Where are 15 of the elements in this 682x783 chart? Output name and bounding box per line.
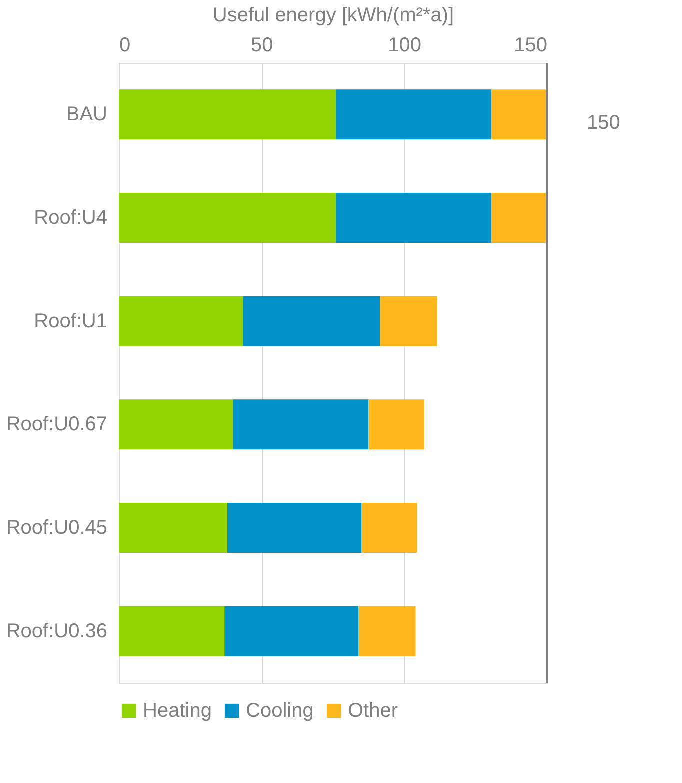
- legend-label: Heating: [143, 700, 212, 722]
- x-tick-label: 100: [388, 34, 422, 56]
- ref-line-label: 150: [587, 112, 620, 134]
- x-axis-title: Useful energy [kWh/(m²*a)]: [212, 4, 454, 26]
- x-tick-label: 50: [251, 34, 274, 56]
- y-tick-label: Roof:U4: [34, 207, 108, 229]
- y-tick-label: Roof:U0.36: [6, 620, 108, 642]
- y-tick-label: Roof:U1: [34, 310, 108, 332]
- legend-label: Other: [348, 700, 398, 722]
- y-tick-label: Roof:U0.67: [6, 414, 108, 436]
- y-tick-label: Roof:U0.45: [6, 517, 108, 539]
- x-tick-label: 150: [514, 34, 548, 56]
- x-tick-label: 0: [120, 34, 131, 56]
- y-tick-label: BAU: [66, 104, 108, 126]
- legend-label: Cooling: [246, 700, 314, 722]
